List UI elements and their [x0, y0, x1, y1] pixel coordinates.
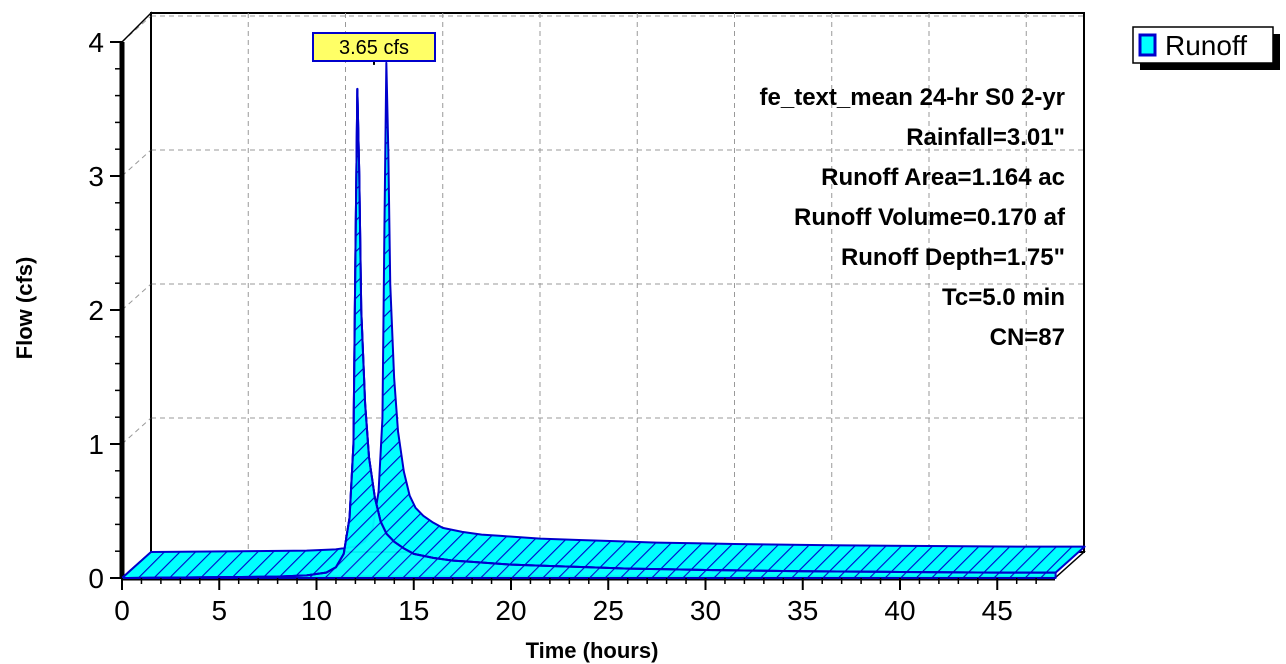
y-axis-title: Flow (cfs) [12, 257, 37, 360]
x-tick-label: 10 [301, 595, 332, 626]
x-axis-title: Time (hours) [526, 638, 659, 663]
x-tick-label: 35 [787, 595, 818, 626]
grid-line-wall [121, 283, 152, 311]
x-tick-label: 5 [211, 595, 227, 626]
x-tick-label: 25 [593, 595, 624, 626]
y-tick-label: 3 [88, 161, 104, 192]
legend: Runoff [1132, 26, 1280, 70]
annotation-tc: Tc=5.0 min [942, 284, 1065, 311]
grid-line-wall [121, 15, 152, 43]
annotation-storm: fe_text_mean 24-hr S0 2-yr [760, 84, 1065, 111]
storm-annotations: fe_text_mean 24-hr S0 2-yr Rainfall=3.01… [760, 84, 1066, 351]
annotation-runoff-depth: Runoff Depth=1.75" [841, 244, 1065, 271]
annotation-rainfall: Rainfall=3.01" [906, 124, 1065, 151]
x-tick-label: 20 [495, 595, 526, 626]
annotation-runoff-volume: Runoff Volume=0.170 af [794, 204, 1066, 231]
peak-callout: 3.65 cfs [312, 32, 436, 65]
x-tick-label: 0 [114, 595, 130, 626]
y-tick-label: 1 [88, 429, 104, 460]
annotation-cn: CN=87 [990, 324, 1065, 351]
x-tick-label: 30 [690, 595, 721, 626]
tick-layer: 0 5 10 15 20 25 30 35 40 45 0 1 2 3 4 [88, 27, 1037, 626]
back-wall [150, 12, 1085, 553]
x-tick-label: 40 [884, 595, 915, 626]
grid-line-wall [121, 149, 152, 177]
series-runoff-line [121, 88, 1056, 579]
peak-label: 3.65 cfs [339, 37, 409, 59]
legend-swatch [1138, 33, 1157, 57]
y-tick-label: 0 [88, 563, 104, 594]
annotation-runoff-area: Runoff Area=1.164 ac [821, 164, 1065, 191]
left-wall [121, 11, 152, 580]
x-tick-label: 15 [398, 595, 429, 626]
series-layer [121, 61, 1086, 579]
legend-label-runoff: Runoff [1165, 30, 1247, 61]
grid-line-wall [121, 417, 152, 445]
y-tick-label: 4 [88, 27, 104, 58]
peak-label-box [312, 32, 436, 62]
x-tick-label: 45 [982, 595, 1013, 626]
y-tick-label: 2 [88, 295, 104, 326]
